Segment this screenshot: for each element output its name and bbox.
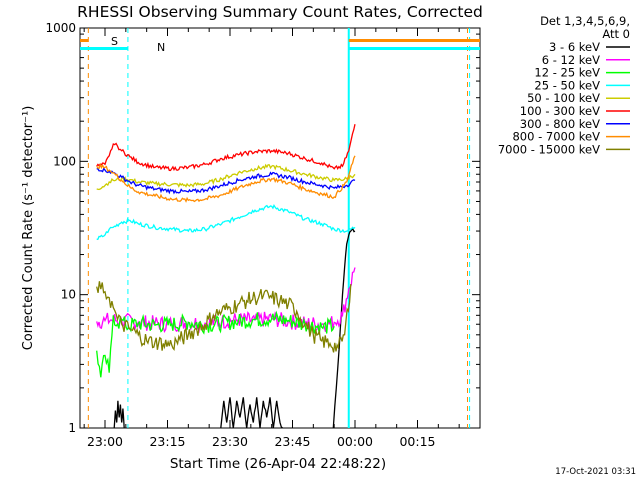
x-tick-label: 00:15 — [399, 434, 435, 449]
series-line-50-100-kev — [96, 163, 356, 191]
attenuator-bar — [348, 39, 480, 42]
attenuator-label: S — [111, 35, 118, 48]
attenuator-bar — [80, 39, 89, 42]
x-tick-labels: 23:00 23:15 23:30 23:45 00:00 00:15 — [87, 434, 436, 449]
x-tick-label: 23:30 — [212, 434, 248, 449]
legend-label-25-50-kev: 25 - 50 keV — [534, 78, 600, 92]
legend-label-800-7000-kev: 800 - 7000 keV — [512, 130, 600, 144]
y-tick-label: 100 — [53, 154, 76, 168]
series-line-3-6-kev — [220, 397, 283, 429]
legend-header-line1: Det 1,3,4,5,6,9, — [540, 14, 630, 28]
series-line-800-7000-kev — [96, 155, 356, 203]
plot-area: S N — [79, 27, 481, 429]
y-tick-label: 10 — [61, 288, 76, 302]
x-tick-label: 23:00 — [87, 434, 123, 449]
legend-label-50-100-kev: 50 - 100 keV — [527, 91, 600, 105]
y-axis-label: Corrected Count Rate (s⁻¹ detector⁻¹) — [21, 106, 36, 351]
legend-label-100-300-kev: 100 - 300 keV — [520, 104, 600, 118]
series-line-7000-15000-kev — [96, 281, 352, 353]
date-stamp: 17-Oct-2021 03:31 — [555, 467, 636, 477]
axis-ticks — [80, 27, 480, 429]
chart-title: RHESSI Observing Summary Count Rates, Co… — [77, 3, 483, 21]
y-tick-label: 1000 — [45, 21, 76, 35]
x-tick-label: 00:00 — [337, 434, 373, 449]
series-group — [96, 124, 356, 429]
legend-label-7000-15000-kev: 7000 - 15000 keV — [498, 142, 600, 156]
series-line-12-25-kev — [125, 310, 335, 335]
legend-label-3-6-kev: 3 - 6 keV — [549, 40, 600, 54]
x-tick-label: 23:15 — [149, 434, 185, 449]
legend-label-12-25-kev: 12 - 25 keV — [534, 66, 600, 80]
legend-header-line2: Att 0 — [602, 27, 630, 41]
night-bar — [348, 47, 480, 50]
series-line-3-6-kev — [332, 228, 356, 429]
x-tick-label: 23:45 — [274, 434, 310, 449]
status-bars — [80, 39, 480, 50]
legend-label-6-12-kev: 6 - 12 keV — [542, 53, 600, 67]
series-line-300-800-kev — [96, 167, 356, 195]
night-bar — [80, 47, 128, 50]
series-line-100-300-kev — [96, 124, 356, 172]
series-line-25-50-kev — [96, 203, 356, 240]
night-label: N — [157, 41, 165, 54]
legend-label-300-800-kev: 300 - 800 keV — [520, 117, 600, 131]
x-axis-label: Start Time (26-Apr-04 22:48:22) — [170, 456, 386, 472]
plot-frame — [79, 27, 481, 429]
y-tick-labels: 1 10 100 1000 — [45, 21, 76, 435]
series-line-3-6-kev — [113, 400, 125, 429]
y-tick-label: 1 — [68, 421, 76, 435]
